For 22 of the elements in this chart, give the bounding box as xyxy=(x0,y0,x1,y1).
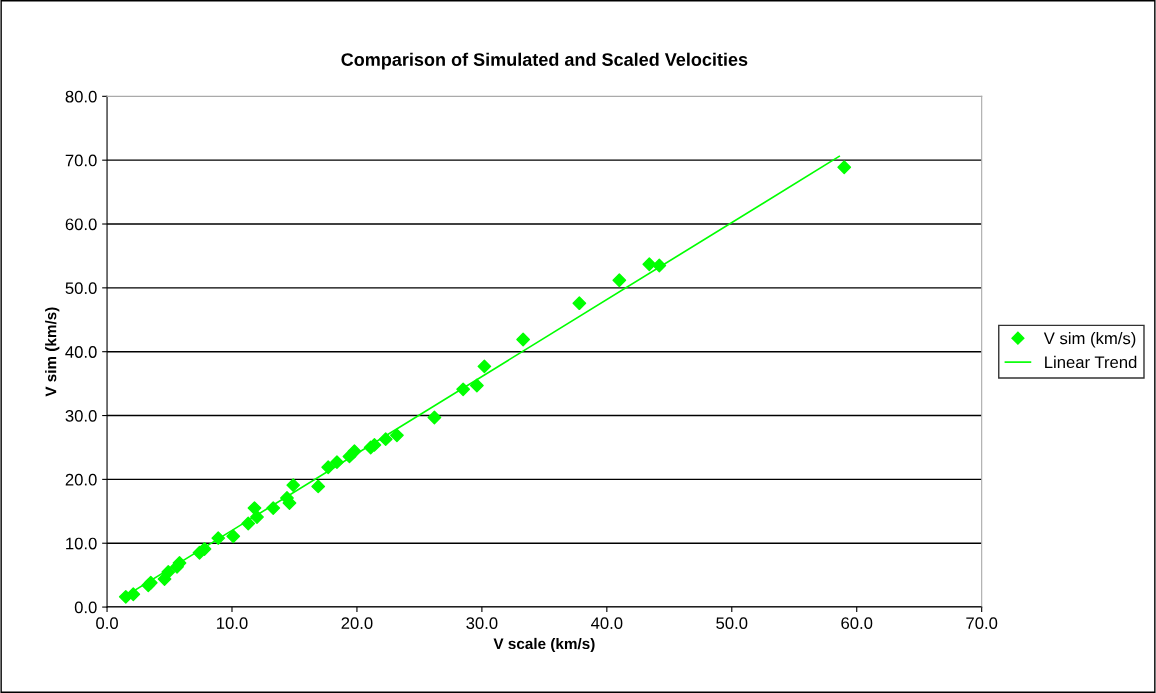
x-axis-title: V scale (km/s) xyxy=(493,637,595,653)
y-tick-label: 50.0 xyxy=(65,282,97,295)
x-tick-label: 50.0 xyxy=(716,617,748,630)
x-tick-label: 10.0 xyxy=(217,617,248,630)
y-tick-label: 40.0 xyxy=(65,346,97,358)
y-tick-label: 80.0 xyxy=(65,90,97,103)
y-axis-title: V sim (km/s) xyxy=(45,307,60,397)
x-tick-label: 30.0 xyxy=(466,617,498,630)
x-tick-label: 0.0 xyxy=(96,617,118,630)
y-tick-label: 60.0 xyxy=(65,218,97,231)
x-tick-label: 40.0 xyxy=(591,617,623,630)
x-tick-label: 20.0 xyxy=(341,617,373,630)
y-tick-label: 30.0 xyxy=(65,409,97,422)
x-tick-label: 70.0 xyxy=(966,617,998,630)
y-tick-label: 0.0 xyxy=(74,601,97,614)
y-tick-label: 10.0 xyxy=(66,537,97,550)
y-tick-label: 70.0 xyxy=(65,154,97,167)
y-tick-label: 20.0 xyxy=(65,473,97,486)
x-tick-label: 60.0 xyxy=(841,617,873,630)
chart-title: Comparison of Simulated and Scaled Velocities xyxy=(341,52,748,70)
legend-label: Linear Trend xyxy=(1045,355,1137,369)
legend-label: V sim (km/s) xyxy=(1043,331,1136,348)
